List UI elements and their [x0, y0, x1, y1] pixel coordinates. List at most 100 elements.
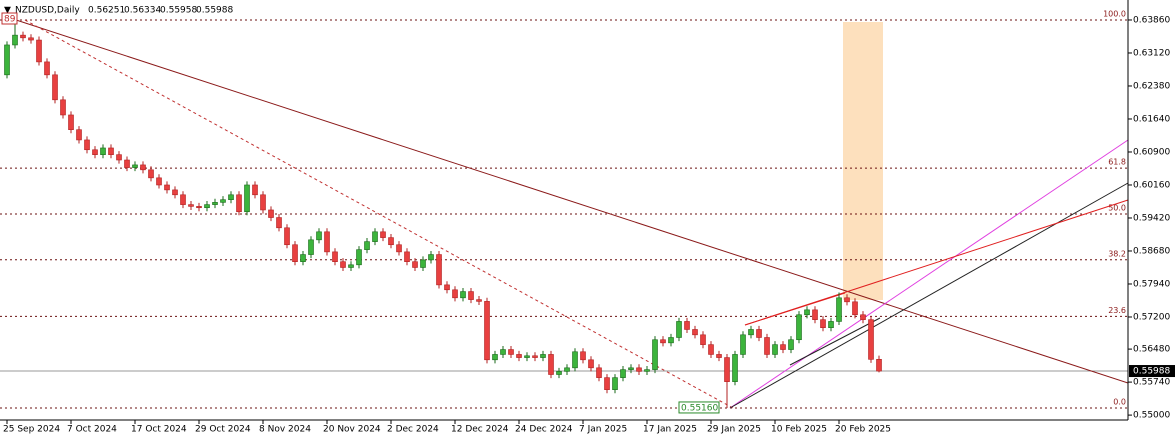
candle-body: [660, 339, 666, 344]
candle-body: [252, 184, 258, 196]
candle-body: [804, 309, 810, 316]
candle-body: [876, 359, 882, 372]
candle-body: [716, 354, 722, 358]
collapse-icon: ▼: [4, 6, 11, 16]
candle-body: [844, 297, 850, 303]
candle-body: [468, 291, 474, 300]
candle-body: [60, 99, 66, 116]
candle-body: [540, 354, 546, 358]
fib-label: 50.0: [1108, 203, 1126, 212]
candle-body: [796, 314, 802, 341]
candle-body: [652, 339, 658, 370]
candle-body: [44, 61, 50, 76]
trend-line: [24, 19, 734, 409]
candle-body: [4, 44, 10, 76]
candle-body: [668, 337, 674, 344]
candle-body: [724, 357, 730, 382]
candle-body: [332, 251, 338, 262]
candle-body: [164, 184, 170, 191]
candle-body: [180, 194, 186, 205]
low-price-label: 0.55160: [681, 403, 718, 413]
candle-body: [684, 321, 690, 330]
candle-body: [588, 359, 594, 369]
candle-body: [444, 284, 450, 291]
candle-body: [204, 204, 210, 209]
header-low: 0.55958: [160, 6, 197, 16]
candle-body: [524, 355, 530, 358]
candle-body: [644, 369, 650, 372]
candle-body: [300, 254, 306, 262]
candle-body: [124, 159, 130, 168]
candle-body: [620, 369, 626, 378]
candle-body: [516, 354, 522, 358]
candle-body: [828, 321, 834, 328]
candle-body: [556, 371, 562, 375]
candle-body: [772, 344, 778, 355]
header-high: 0.56334: [124, 6, 161, 16]
candle-body: [548, 354, 554, 375]
trend-line: [789, 317, 881, 366]
y-tick-label: 0.63120: [1133, 48, 1170, 58]
x-tick-label: 24 Dec 2024: [515, 425, 573, 435]
last-price-tag: [1129, 365, 1175, 378]
candle-body: [604, 377, 610, 390]
candle-body: [132, 164, 138, 168]
candle-body: [508, 349, 514, 355]
candle-body: [20, 34, 26, 39]
candle-body: [420, 259, 426, 268]
candle-body: [388, 237, 394, 246]
highlight-zone: [843, 22, 883, 300]
candle-body: [596, 367, 602, 378]
last-price-label: 0.55988: [1133, 367, 1170, 377]
fib-label: 38.2: [1108, 249, 1126, 258]
candle-body: [156, 177, 162, 186]
fib-label: 23.6: [1108, 306, 1126, 315]
candle-body: [348, 264, 354, 268]
symbol: NZDUSD,Daily: [15, 6, 80, 16]
y-tick-label: 0.55000: [1133, 411, 1170, 421]
y-tick-label: 0.62380: [1133, 81, 1170, 91]
trend-line: [729, 182, 1129, 409]
x-tick-label: 29 Jan 2025: [707, 425, 761, 435]
candle-body: [460, 291, 466, 299]
candle-body: [740, 334, 746, 355]
candle-body: [404, 251, 410, 262]
x-tick-label: 12 Dec 2024: [451, 425, 509, 435]
x-tick-label: 7 Jan 2025: [579, 425, 627, 435]
candle-body: [532, 355, 538, 358]
candle-body: [340, 261, 346, 268]
candle-body: [284, 227, 290, 246]
candle-body: [836, 297, 842, 322]
marker-box: [1, 12, 18, 25]
y-tick-label: 0.55740: [1133, 378, 1170, 388]
candle-body: [564, 367, 570, 372]
trend-line: [744, 292, 846, 326]
candle-body: [780, 344, 786, 350]
candle-body: [364, 241, 370, 250]
y-tick-label: 0.57940: [1133, 279, 1170, 289]
candle-body: [572, 351, 578, 369]
candle-body: [36, 39, 42, 63]
candle-body: [380, 231, 386, 238]
x-tick-label: 20 Feb 2025: [835, 425, 891, 435]
candle-body: [92, 149, 98, 155]
candle-body: [692, 329, 698, 336]
x-tick-label: 25 Sep 2024: [3, 425, 60, 435]
marker-label: 89: [4, 15, 16, 25]
candle-body: [308, 239, 314, 255]
candle-body: [820, 319, 826, 328]
fib-label: 0.0: [1113, 397, 1126, 406]
y-tick-label: 0.57200: [1133, 312, 1170, 322]
candle-body: [732, 354, 738, 382]
header-open: 0.56251: [88, 6, 125, 16]
candle-body: [852, 301, 858, 316]
x-tick-label: 17 Oct 2024: [131, 425, 187, 435]
candle-body: [396, 244, 402, 253]
y-tick-label: 0.60900: [1133, 147, 1170, 157]
candle-body: [748, 329, 754, 336]
x-tick-label: 7 Oct 2024: [67, 425, 117, 435]
candle-body: [700, 334, 706, 345]
candle-body: [868, 319, 874, 360]
candle-body: [188, 204, 194, 207]
